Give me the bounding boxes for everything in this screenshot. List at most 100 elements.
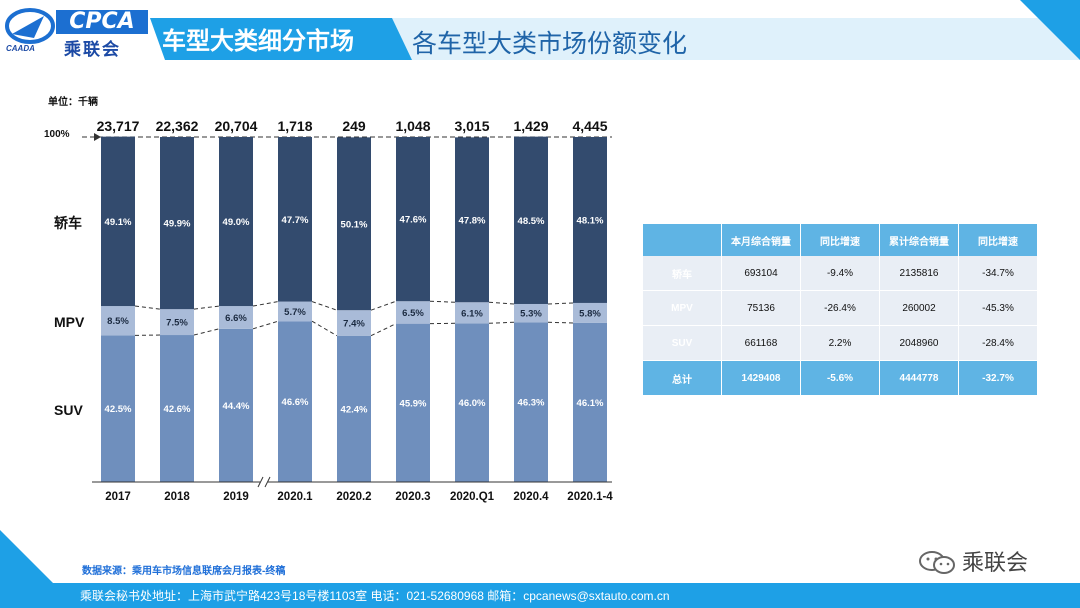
connector-line (488, 321, 515, 324)
connector-line (370, 300, 397, 311)
table-row: SUV 661168 2.2% 2048960 -28.4% (643, 325, 1038, 361)
connector-line (547, 302, 574, 305)
stacked-bar-chart: 42.5% 8.5% 49.1% 23,717 2017 42.6% 7.5% 49.9% 22… (82, 118, 613, 503)
data-label: 5.7% (284, 307, 306, 318)
percent-100-arrow (94, 133, 101, 141)
category-label: 2020.1-4 (567, 491, 613, 503)
data-label: 46.6% (282, 397, 309, 408)
data-label: 5.3% (520, 309, 542, 320)
table-row: MPV 75136 -26.4% 260002 -45.3% (643, 290, 1038, 326)
row-label: MPV (643, 290, 722, 326)
corner-accent-top (1020, 0, 1080, 60)
bar-segment (219, 328, 253, 482)
connector-line (252, 301, 279, 307)
bar-segment (278, 321, 312, 482)
data-source-note: 数据来源：乘用车市场信息联席会月报表-终稿 (82, 566, 286, 577)
bar-segment (101, 136, 135, 307)
category-label: 2020.1 (277, 491, 313, 503)
bar-segment (337, 335, 371, 482)
bar-segment (396, 323, 430, 482)
category-label: 2017 (105, 491, 131, 503)
sales-table: 本月综合销量 同比增速 累计综合销量 同比增速 轿车 693104 -9.4% … (643, 224, 1038, 395)
table-header-cell (643, 224, 722, 256)
series-label-mpv: MPV (54, 314, 85, 330)
total-label: 23,717 (97, 118, 140, 134)
total-label: 1,718 (277, 118, 312, 134)
bar-segment (396, 301, 430, 324)
row-label: 总计 (643, 360, 722, 395)
logo-cn-text: 乘联会 (64, 40, 121, 59)
data-label: 49.9% (164, 219, 191, 230)
table-cell: -45.3% (958, 290, 1038, 326)
connector-line (193, 328, 220, 336)
data-label: 7.5% (166, 318, 188, 329)
data-label: 8.5% (107, 316, 129, 327)
data-label: 44.4% (223, 401, 250, 412)
connector-line (370, 323, 397, 337)
connector-line (311, 301, 338, 311)
data-label: 46.1% (577, 398, 604, 409)
axis-break-gap (260, 476, 268, 488)
table-cell: -26.4% (800, 290, 880, 326)
total-label: 1,429 (513, 118, 548, 134)
data-label: 47.8% (459, 215, 486, 226)
category-label: 2020.3 (395, 491, 430, 503)
series-label-sedan: 轿车 (54, 215, 82, 231)
data-label: 42.5% (105, 404, 132, 415)
data-label: 46.3% (518, 398, 545, 409)
total-label: 1,048 (395, 118, 430, 134)
data-label: 50.1% (341, 219, 368, 230)
bar-segment (396, 137, 430, 302)
bar-segment (514, 322, 548, 482)
bar-segment (455, 323, 489, 482)
bar-segment (455, 302, 489, 324)
data-label: 49.0% (223, 217, 250, 228)
table-cell: 693104 (721, 256, 801, 291)
row-label: SUV (643, 325, 722, 361)
bar-segment (219, 137, 253, 307)
total-label: 249 (342, 118, 366, 134)
table-cell: -34.7% (958, 256, 1038, 291)
data-label: 42.4% (341, 404, 368, 415)
percent-top-label: 100% (44, 129, 70, 140)
bar-segment (160, 335, 194, 482)
table-cell: 2135816 (879, 256, 959, 291)
wechat-icon (919, 551, 955, 574)
connector-line (252, 320, 279, 330)
table-cell: -32.7% (958, 360, 1038, 395)
bar-segment (337, 310, 371, 336)
data-label: 45.9% (400, 398, 427, 409)
connector-line (547, 321, 574, 324)
row-label: 轿车 (643, 256, 722, 291)
category-label: 2020.4 (513, 491, 549, 503)
bar-segment (514, 303, 548, 323)
data-label: 7.4% (343, 318, 365, 329)
data-label: 5.8% (579, 308, 601, 319)
data-label: 6.1% (461, 308, 483, 319)
table-cell: 661168 (721, 325, 801, 361)
data-label: 48.1% (577, 215, 604, 226)
bar-segment (278, 301, 312, 322)
table-header-cell: 同比增速 (800, 224, 880, 256)
category-label: 2020.2 (336, 491, 371, 503)
bar-segment (160, 137, 194, 310)
bar-segment (278, 137, 312, 302)
data-label: 49.1% (105, 217, 132, 228)
page-subtitle: 各车型大类市场份额变化 (412, 30, 688, 58)
series-label-suv: SUV (54, 402, 83, 418)
table-cell: 2048960 (879, 325, 959, 361)
table-row: 轿车 693104 -9.4% 2135816 -34.7% (643, 256, 1038, 291)
bar-segment (455, 137, 489, 303)
bar-segment (573, 302, 607, 323)
axis-break-mark (264, 476, 271, 488)
data-label: 6.6% (225, 313, 247, 324)
table-cell: -28.4% (958, 325, 1038, 361)
footer-address: 乘联会秘书处地址：上海市武宁路423号18号楼1103室 电话：021-5268… (80, 589, 670, 603)
wechat-label: 乘联会 (962, 550, 1029, 575)
connector-line (134, 305, 161, 310)
total-label: 4,445 (572, 118, 607, 134)
data-label: 48.5% (518, 216, 545, 227)
connector-line (311, 320, 338, 337)
bar-segment (337, 137, 371, 311)
